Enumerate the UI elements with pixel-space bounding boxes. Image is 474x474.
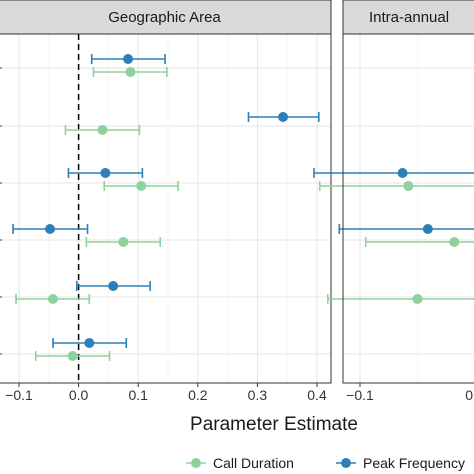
point-estimate bbox=[108, 281, 119, 291]
panel-2-area bbox=[342, 33, 474, 384]
point-estimate bbox=[136, 181, 147, 191]
panel-2-title: Intra-annual bbox=[369, 9, 449, 26]
x-axis-title: Parameter Estimate bbox=[190, 414, 358, 435]
point-estimate bbox=[123, 54, 134, 64]
point-estimate bbox=[278, 112, 289, 122]
panel-1-title: Geographic Area bbox=[108, 9, 221, 26]
point-estimate bbox=[84, 338, 95, 348]
point-estimate bbox=[449, 237, 460, 247]
point-estimate bbox=[397, 168, 408, 178]
point-estimate bbox=[100, 168, 111, 178]
x-tick-label: 0.4 bbox=[307, 387, 327, 403]
x-tick-label: 0.0 bbox=[465, 387, 474, 403]
panel-1-strip bbox=[0, 0, 332, 35]
x-tick-label: 0.0 bbox=[69, 387, 89, 403]
panel-1-area bbox=[0, 33, 332, 384]
x-tick-label: −0.1 bbox=[346, 387, 374, 403]
point-estimate bbox=[67, 351, 78, 361]
point-estimate bbox=[97, 125, 108, 135]
point-estimate bbox=[44, 224, 55, 234]
legend-key-point bbox=[191, 458, 201, 468]
legend-label-call-duration: Call Duration bbox=[213, 455, 294, 471]
x-tick-label: 0.2 bbox=[188, 387, 208, 403]
point-estimate bbox=[403, 181, 414, 191]
point-estimate bbox=[412, 294, 423, 304]
x-tick-label: 0.1 bbox=[128, 387, 148, 403]
x-tick-label: 0.3 bbox=[248, 387, 268, 403]
point-estimate bbox=[422, 224, 433, 234]
point-estimate bbox=[47, 294, 58, 304]
legend-label-peak-frequency: Peak Frequency bbox=[363, 455, 465, 471]
legend-key-point bbox=[341, 458, 351, 468]
x-tick-label: −0.1 bbox=[5, 387, 33, 403]
point-estimate bbox=[118, 237, 129, 247]
panel-2-strip bbox=[342, 0, 474, 35]
point-estimate bbox=[125, 67, 136, 77]
